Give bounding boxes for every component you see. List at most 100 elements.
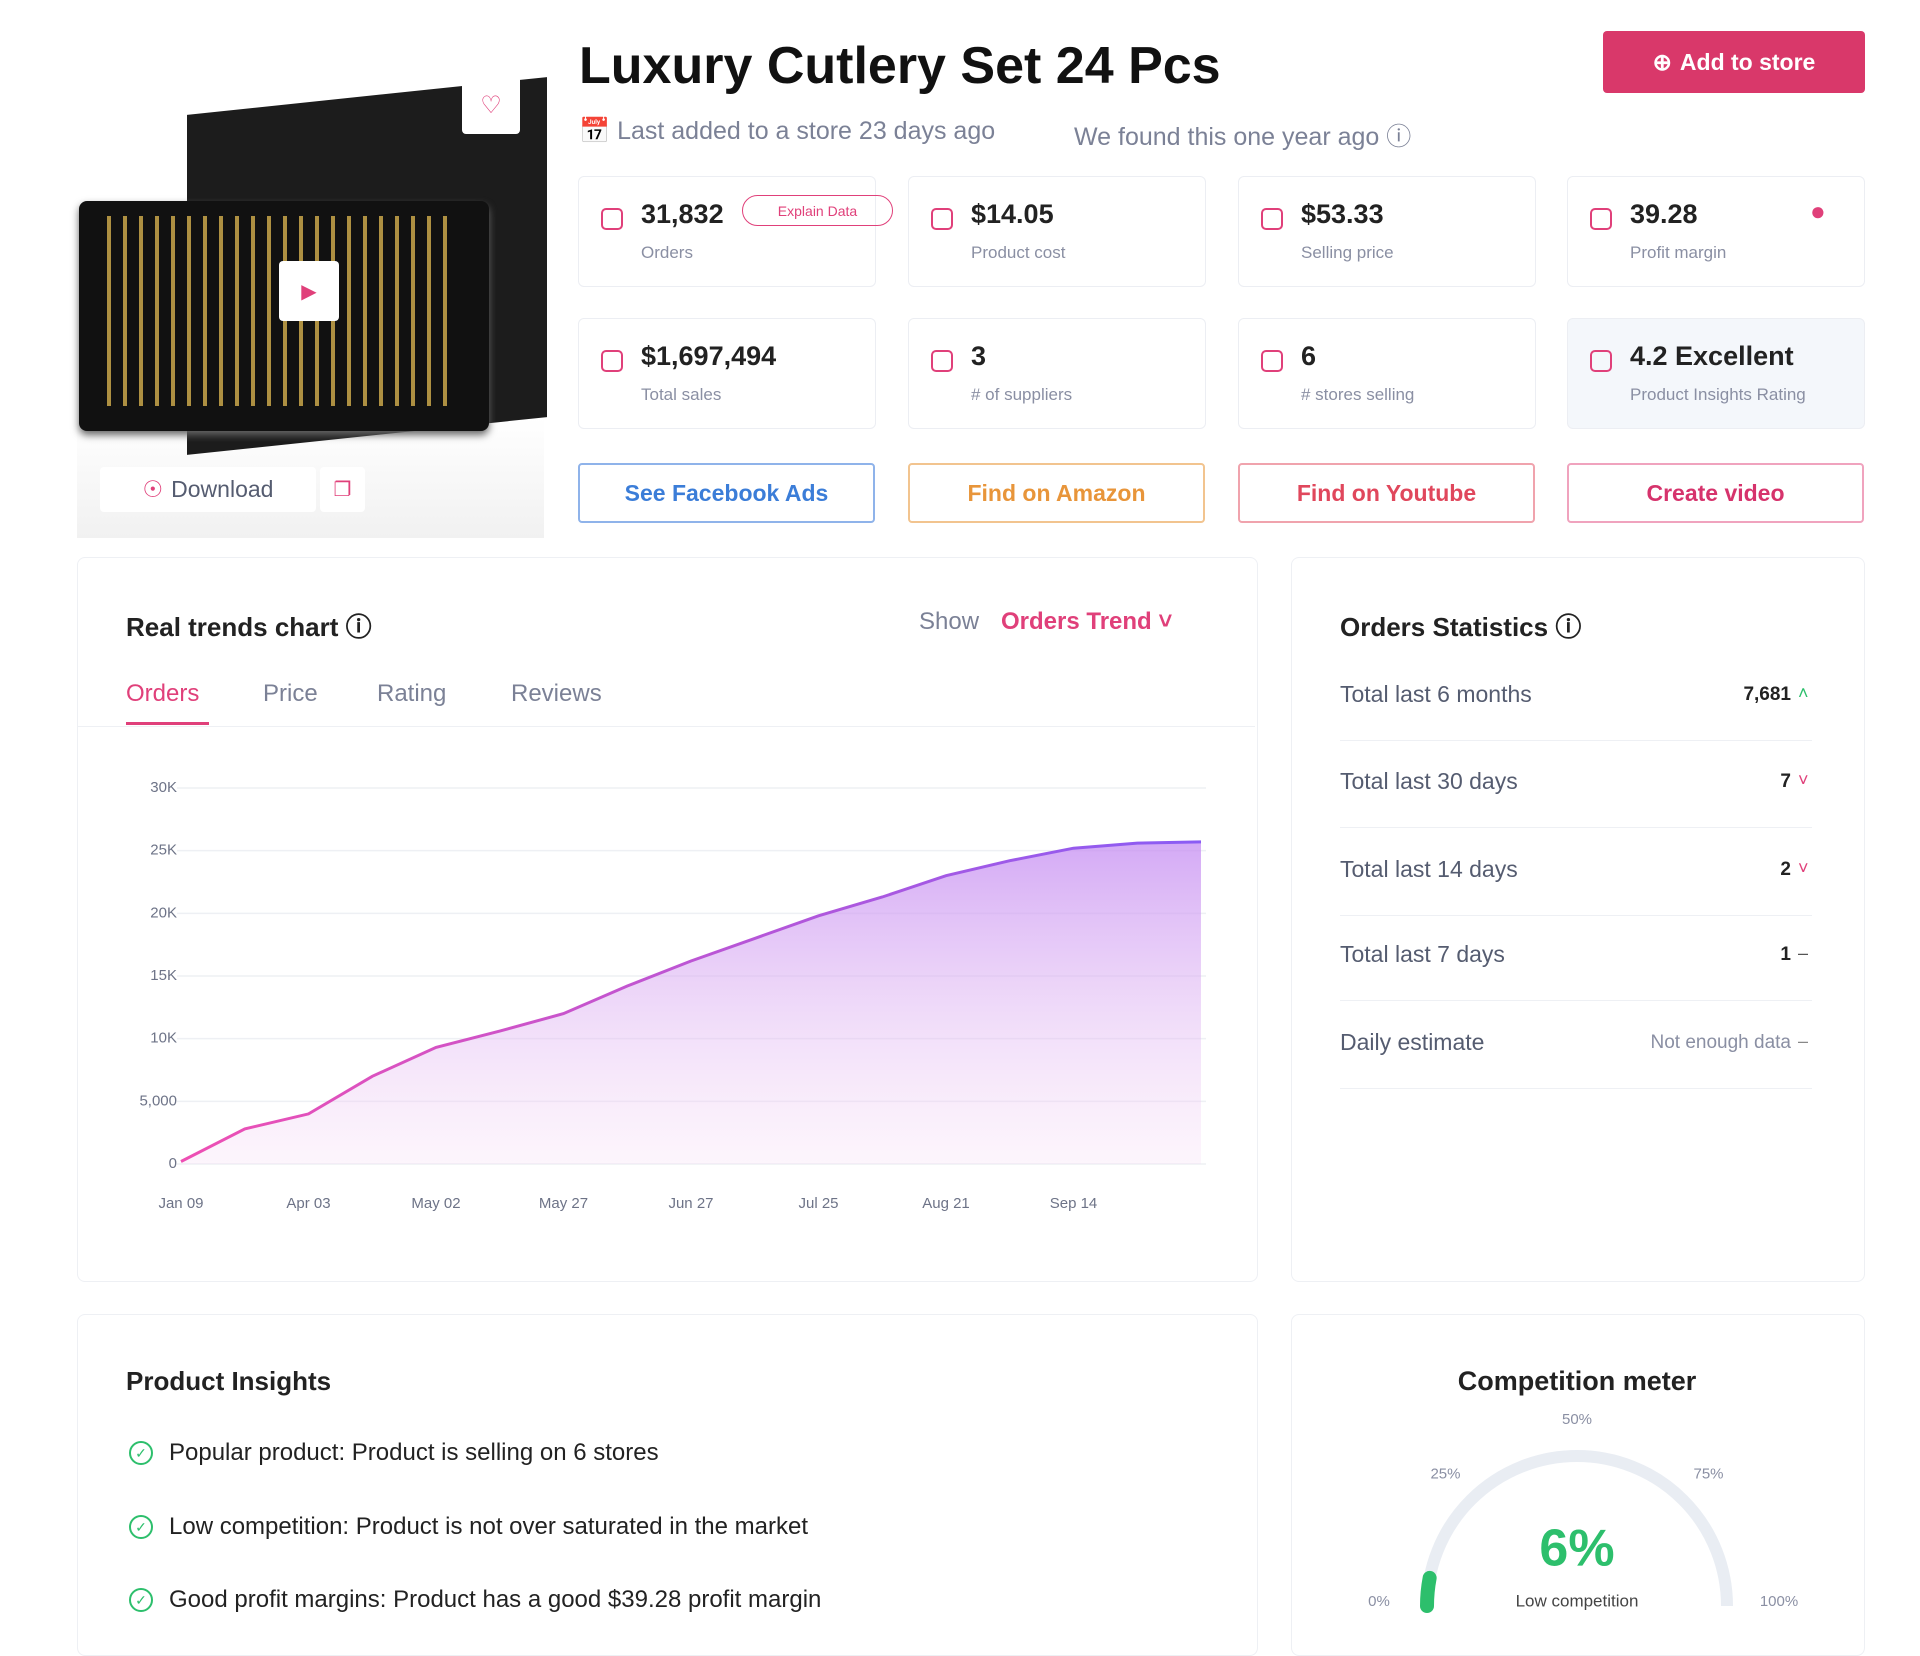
check-icon: ✓ [129, 1588, 153, 1612]
stat-row-value: 1 [1780, 944, 1791, 965]
last-added: 📅 Last added to a store 23 days ago [579, 117, 996, 145]
tab[interactable]: Reviews [511, 680, 602, 707]
orders-statistics-title-text: Orders Statistics [1340, 612, 1549, 642]
check-icon: ✓ [129, 1515, 153, 1539]
plus-icon: ⊕ [1652, 48, 1672, 75]
x-tick-label: May 27 [539, 1195, 588, 1212]
stat-label: Total sales [641, 385, 722, 404]
stat-label: Product cost [971, 243, 1066, 262]
stat-icon [601, 350, 623, 372]
trend-arrow: – [1798, 1031, 1809, 1051]
gauge-tick-label: 25% [1430, 1465, 1460, 1482]
x-tick-label: Sep 14 [1050, 1195, 1098, 1212]
trend-arrow: ˄ [1798, 683, 1809, 703]
gauge-tick-label: 0% [1368, 1593, 1390, 1610]
trend-selector-text: Orders Trend [1001, 608, 1152, 635]
stat-value: $53.33 [1301, 199, 1384, 229]
insights-panel [77, 1314, 1258, 1656]
stat-value: 6 [1301, 341, 1317, 371]
y-tick-label: 10K [150, 1030, 177, 1047]
create-video-button[interactable]: Create video [1567, 463, 1864, 523]
trend-arrow: ˅ [1798, 858, 1809, 878]
explain-data-pill[interactable]: Explain Data [742, 195, 893, 226]
y-tick-label: 25K [150, 842, 177, 859]
x-tick-label: Jul 25 [798, 1195, 838, 1212]
found-text: We found this one year ago [1074, 123, 1380, 151]
stat-value: 4.2 Excellent [1630, 341, 1794, 371]
stat-card: 31,832 Orders [578, 176, 876, 287]
x-tick-label: Aug 21 [922, 1195, 970, 1212]
row-divider [1340, 827, 1812, 828]
insight-item: Popular product: Product is selling on 6… [169, 1439, 659, 1466]
x-tick-label: May 02 [411, 1195, 460, 1212]
y-tick-label: 0 [169, 1155, 177, 1172]
add-to-store-button[interactable]: ⊕ Add to store [1603, 31, 1865, 93]
stat-value: 31,832 [641, 199, 724, 229]
x-tick-label: Jun 27 [668, 1195, 713, 1212]
download-button[interactable]: ☉ Download [100, 467, 316, 512]
stat-label: Product Insights Rating [1630, 385, 1806, 404]
stat-value: 3 [971, 341, 987, 371]
insights-title: Product Insights [126, 1366, 332, 1396]
stat-value: $14.05 [971, 199, 1054, 229]
download-label: Download [171, 476, 274, 502]
favorite-button[interactable]: ♡ [462, 76, 520, 134]
facebook-ads-button[interactable]: See Facebook Ads [578, 463, 875, 523]
stat-label: Orders [641, 243, 693, 262]
row-divider [1340, 1000, 1812, 1001]
row-divider [1340, 1088, 1812, 1089]
gauge-track [1421, 1450, 1733, 1607]
stat-row-label: Total last 7 days [1340, 941, 1505, 967]
stat-row-value: 7,681 [1743, 684, 1791, 705]
add-to-store-label: Add to store [1679, 48, 1816, 75]
stat-label: # stores selling [1301, 385, 1415, 404]
stat-row-value: 7 [1780, 771, 1791, 792]
orders-statistics-title: Orders Statistics ⓘ [1340, 612, 1582, 642]
stat-row-label: Total last 14 days [1340, 856, 1518, 882]
gauge-tick-label: 50% [1562, 1411, 1592, 1428]
insight-item: Low competition: Product is not over sat… [169, 1513, 808, 1540]
row-divider [1340, 740, 1812, 741]
trend-arrow: ˅ [1798, 770, 1809, 790]
gauge-tick-label: 100% [1760, 1593, 1798, 1610]
trend-selector[interactable]: Orders Trend ˅ [1001, 608, 1173, 635]
stat-row-label: Daily estimate [1340, 1029, 1485, 1055]
youtube-button[interactable]: Find on Youtube [1238, 463, 1535, 523]
tab[interactable]: Orders [126, 680, 200, 707]
gauge-tick-label: 75% [1694, 1465, 1724, 1482]
amazon-button[interactable]: Find on Amazon [908, 463, 1205, 523]
row-divider [1340, 915, 1812, 916]
stat-icon [931, 208, 953, 230]
explain-data-label: Explain Data [777, 202, 858, 219]
trends-title: Real trends chart ⓘ [126, 612, 372, 642]
tab[interactable]: Price [263, 680, 318, 707]
stat-icon [1590, 208, 1612, 230]
stat-card: $14.05 Product cost [908, 176, 1206, 287]
stat-value: $1,697,494 [641, 341, 777, 371]
stat-card: 3 # of suppliers [908, 318, 1206, 429]
show-label: Show [919, 608, 980, 635]
y-tick-label: 5,000 [139, 1092, 177, 1109]
trends-title-text: Real trends chart [126, 612, 339, 642]
stat-icon [601, 208, 623, 230]
stat-card: 4.2 Excellent Product Insights Rating [1567, 318, 1865, 429]
stat-label: Profit margin [1630, 243, 1727, 262]
stat-icon [1261, 208, 1283, 230]
insight-item: Good profit margins: Product has a good … [169, 1586, 822, 1613]
stat-row-value: 2 [1780, 859, 1791, 880]
tab-divider [78, 726, 1255, 727]
product-image: ▶ ♡ ☉ Download ❐ [77, 56, 547, 538]
play-button[interactable]: ▶ [279, 261, 339, 321]
x-tick-label: Apr 03 [286, 1195, 330, 1212]
stat-icon [1590, 350, 1612, 372]
copy-button[interactable]: ❐ [320, 467, 365, 512]
stat-row-label: Total last 30 days [1340, 768, 1518, 794]
tab[interactable]: Rating [377, 680, 447, 707]
stat-card: 6 # stores selling [1238, 318, 1536, 429]
stat-value: 39.28 [1630, 199, 1698, 229]
x-tick-label: Jan 09 [158, 1195, 203, 1212]
product-title: Luxury Cutlery Set 24 Pcs [579, 37, 1221, 95]
stat-card: 39.28 Profit margin [1567, 176, 1865, 287]
tab-underline [126, 722, 209, 725]
